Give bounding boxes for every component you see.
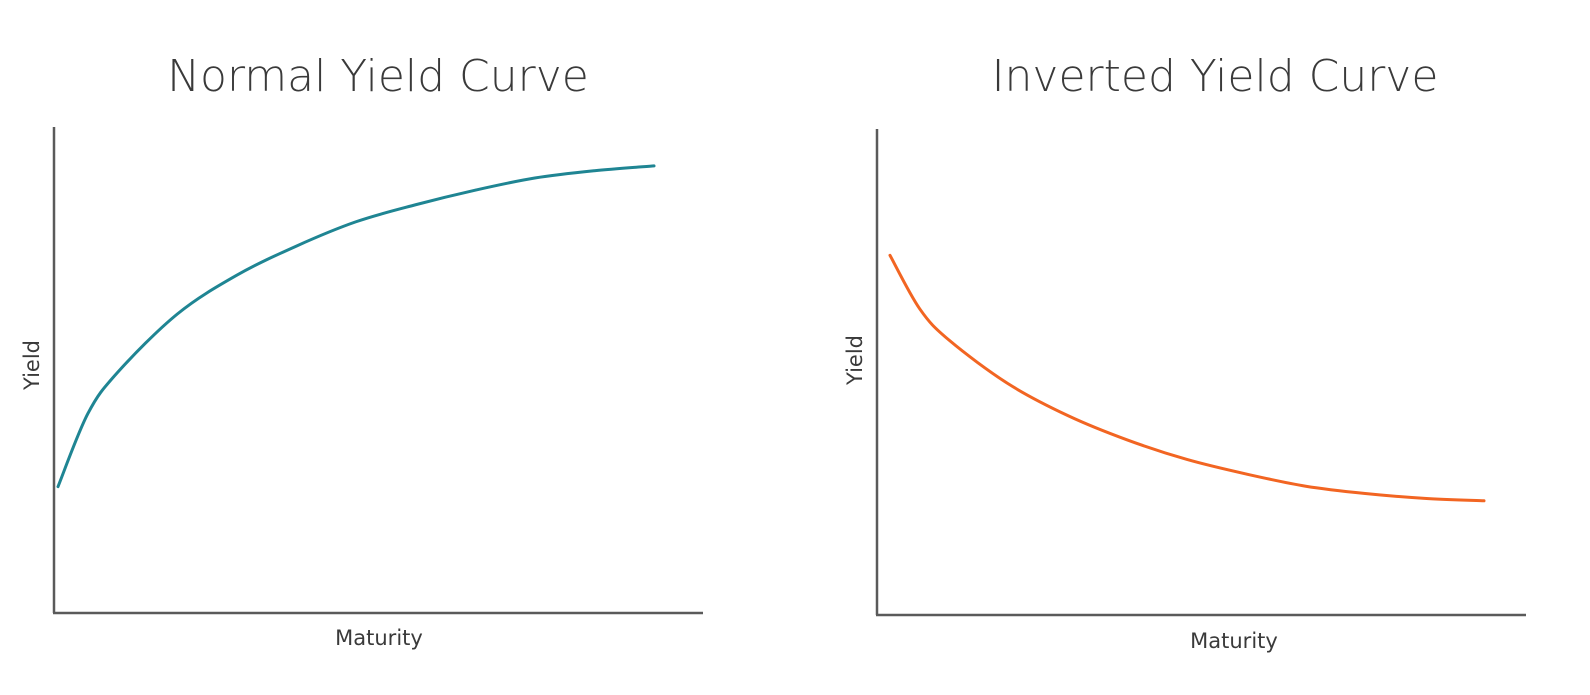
- inverted-yield-series-line: [888, 253, 1486, 503]
- normal-x-axis-label: Maturity: [335, 626, 423, 650]
- normal-y-axis-label: Yield: [20, 340, 44, 391]
- normal-yield-series-line: [56, 164, 656, 489]
- normal-yield-chart: Normal Yield Curve Maturity Yield: [20, 51, 703, 650]
- inverted-yield-chart: Inverted Yield Curve Maturity Yield: [843, 51, 1526, 653]
- inverted-y-axis-label: Yield: [843, 335, 867, 386]
- inverted-x-axis-label: Maturity: [1190, 629, 1278, 653]
- inverted-chart-title: Inverted Yield Curve: [992, 51, 1439, 102]
- normal-chart-title: Normal Yield Curve: [167, 51, 589, 102]
